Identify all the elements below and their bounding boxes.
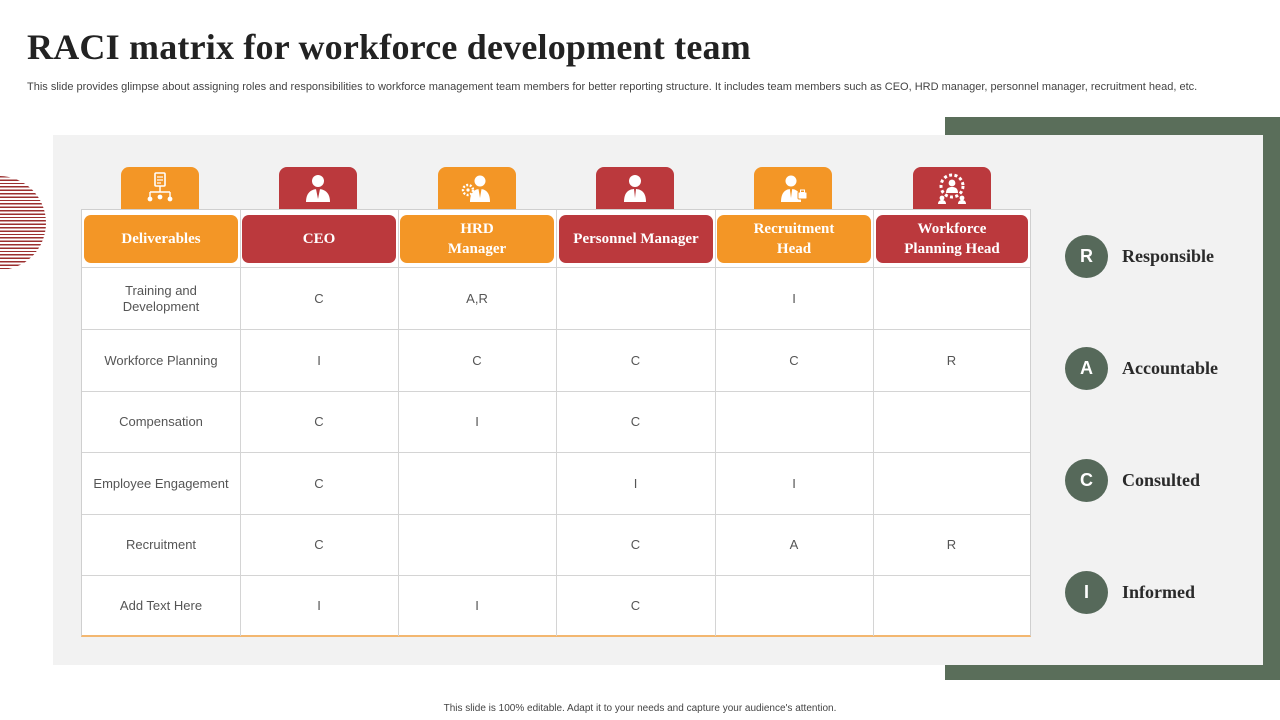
legend-informed: I Informed [1065,571,1195,614]
raci-cell: C [314,475,324,491]
raci-cell [873,392,1030,452]
personnel-manager-icon-tab [596,167,674,211]
slide-title: RACI matrix for workforce development te… [27,27,751,67]
raci-cell [398,515,556,575]
raci-cell: C [630,414,641,429]
raci-cell: I [317,352,321,368]
legend-badge: I [1065,571,1108,614]
column-divider [715,210,716,636]
raci-cell: C [630,352,641,368]
column-divider [240,210,241,636]
legend-consulted: C Consulted [1065,459,1200,502]
legend-label: Consulted [1122,470,1201,490]
raci-cell: R [946,352,957,368]
legend-responsible: R Responsible [1065,235,1214,278]
header-workforce-planning-head: Workforce Planning Head [876,215,1028,263]
raci-cell: I [475,414,479,429]
deliverables-icon-tab [121,167,199,211]
raci-cell: I [633,475,638,491]
raci-cell: A,R [466,290,488,306]
raci-cell: C [314,414,324,429]
row-divider [82,514,1030,515]
raci-cell [873,268,1030,329]
column-divider [398,210,399,636]
raci-cell [398,453,556,514]
raci-cell: C [472,352,482,368]
striped-circle-decoration [0,176,46,270]
header-personnel-manager: Personnel Manager [559,215,713,263]
manager-gears-icon [461,175,490,202]
slide-footer: This slide is 100% editable. Adapt it to… [443,703,837,714]
deliverable-cell: Employee Engagement [93,475,229,491]
hrd-manager-icon-tab [438,167,516,211]
recruiter-icon [781,175,808,202]
raci-cell: I [475,598,479,613]
raci-cell: R [946,537,957,552]
workforce-planning-head-icon-tab [913,167,991,211]
legend-label: Accountable [1122,358,1218,378]
column-divider [873,210,874,636]
header-deliverables: Deliverables [84,215,238,263]
team-gear-icon [938,173,966,204]
row-divider [82,452,1030,453]
raci-cell: C [314,290,324,306]
legend-badge: C [1065,459,1108,502]
legend-label: Informed [1122,582,1195,602]
legend-accountable: A Accountable [1065,347,1218,390]
row-divider [82,391,1030,392]
row-divider [82,267,1030,268]
raci-cell [715,576,873,636]
deliverable-cell: Add Text Here [119,598,203,613]
legend-badge: A [1065,347,1108,390]
deliverable-cell: Recruitment [125,537,197,552]
raci-cell: C [314,537,324,552]
raci-cell [556,268,715,329]
executive-icon [306,175,330,202]
deliverable-cell: Training and Development [122,282,200,314]
raci-cell [715,392,873,452]
raci-cell [873,576,1030,636]
column-divider [556,210,557,636]
flowchart-clipboard-icon [147,172,173,202]
header-hrd-manager: HRD Manager [400,215,554,263]
raci-cell: C [789,352,799,368]
row-divider [82,329,1030,330]
raci-matrix: Deliverables CEO HRD Manager Personnel M… [81,209,1031,637]
raci-cell: I [792,290,796,306]
deliverable-cell: Compensation [119,414,203,429]
person-tie-icon [624,175,646,202]
deliverable-cell: Workforce Planning [104,352,218,368]
legend-badge: R [1065,235,1108,278]
ceo-icon-tab [279,167,357,211]
slide-subtitle: This slide provides glimpse about assign… [27,81,1198,93]
raci-cell: I [792,475,796,491]
header-ceo: CEO [242,215,396,263]
legend-label: Responsible [1122,246,1215,266]
raci-cell: C [630,537,641,552]
raci-cell: A [789,537,799,552]
header-recruitment-head: Recruitment Head [717,215,871,263]
raci-cell: I [317,598,321,613]
raci-cell: C [630,598,641,613]
row-divider [82,575,1030,576]
recruitment-head-icon-tab [754,167,832,211]
raci-cell [873,453,1030,514]
